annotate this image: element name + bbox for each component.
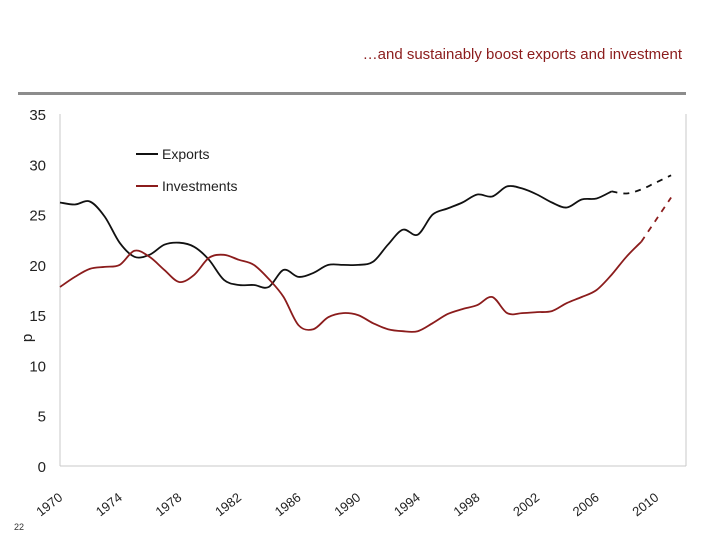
x-tick-label: 1994 [391,490,423,520]
y-tick-label: 10 [29,358,46,375]
series-forecast-exports [611,174,672,195]
x-tick-label: 1990 [331,490,363,520]
x-tick-label: 1998 [451,490,483,520]
slide-title: …and sustainably boost exports and inves… [362,46,682,63]
x-tick-label: 2006 [570,490,602,520]
y-axis-ticks: 0 5 10 15 20 25 30 35 [29,107,46,476]
legend-label-exports: Exports [162,146,209,162]
series-line-exports [59,185,612,289]
y-tick-label: 20 [29,258,46,275]
x-tick-label: 1974 [93,490,125,520]
y-tick-label: 35 [29,107,46,124]
title-divider [18,92,686,95]
x-tick-label: 2010 [629,490,661,520]
y-axis-label: p [19,334,36,342]
x-tick-label: 1982 [212,490,244,520]
y-tick-label: 5 [38,409,46,426]
y-tick-label: 25 [29,208,46,225]
chart-axes [59,114,687,467]
series-forecast-investments [640,196,672,243]
page-number: 22 [14,522,25,532]
chart-legend: Exports Investments [136,146,237,194]
y-tick-label: 30 [29,157,46,174]
x-tick-label: 2002 [510,490,542,520]
legend-label-investments: Investments [162,178,237,194]
y-tick-label: 15 [29,308,46,325]
x-tick-label: 1978 [152,490,184,520]
series-lines [59,174,672,333]
x-tick-label: 1986 [272,490,304,520]
x-tick-label: 1970 [33,490,65,520]
series-line-investments [59,241,642,333]
y-tick-label: 0 [38,459,46,476]
x-axis-ticks: 1970 1974 1978 1982 1986 1990 1994 1998 2002 2006… [33,490,661,520]
